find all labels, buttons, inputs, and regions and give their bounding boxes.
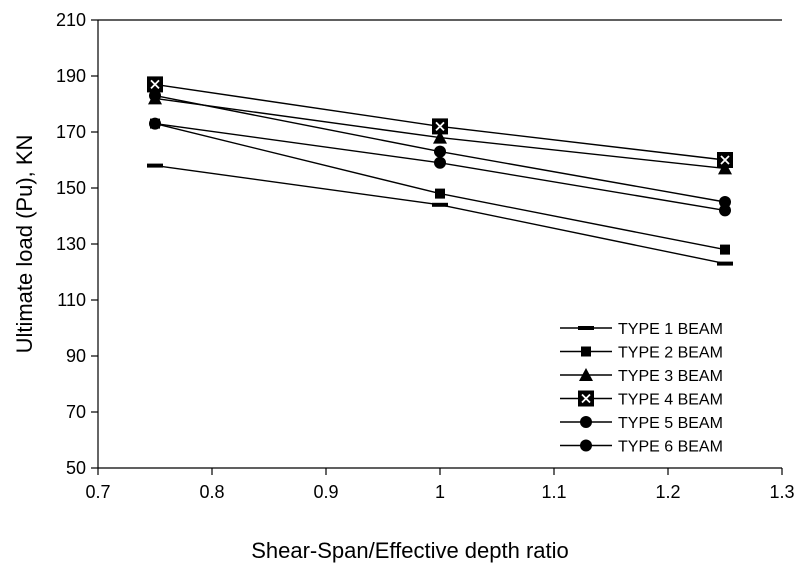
legend-item: TYPE 5 BEAM	[560, 415, 723, 432]
legend-marker	[578, 326, 594, 330]
legend-label: TYPE 6 BEAM	[618, 439, 723, 456]
legend-label: TYPE 3 BEAM	[618, 368, 723, 385]
legend-marker	[581, 346, 591, 357]
data-point	[434, 156, 446, 169]
series-layer	[147, 76, 733, 266]
legend-marker	[580, 416, 592, 428]
legend-marker	[580, 439, 592, 452]
legend-label: TYPE 2 BEAM	[618, 345, 723, 362]
y-tick-label: 110	[57, 290, 86, 310]
data-point	[149, 89, 161, 102]
data-point	[432, 118, 448, 135]
legend-item: TYPE 1 BEAM	[560, 321, 723, 338]
legend-label: TYPE 5 BEAM	[618, 415, 723, 432]
legend-marker	[578, 390, 594, 407]
data-point	[433, 130, 447, 144]
series-line	[154, 164, 726, 265]
data-point	[432, 202, 448, 207]
data-point	[717, 261, 733, 266]
legend-item: TYPE 6 BEAM	[560, 439, 723, 456]
data-point	[719, 204, 731, 217]
y-tick-label: 70	[66, 402, 86, 422]
data-point	[717, 152, 733, 168]
data-point	[147, 163, 163, 168]
legend: TYPE 1 BEAM TYPE 2 BEAM TYPE 3 BEAM TYPE 4 …	[560, 321, 723, 456]
x-tick-label: 0.9	[313, 482, 338, 502]
series-6	[149, 117, 731, 217]
data-point	[149, 117, 161, 130]
legend-item: TYPE 4 BEAM	[560, 390, 723, 409]
y-tick-label: 50	[66, 458, 86, 478]
y-tick-label: 130	[56, 234, 86, 254]
legend-item: TYPE 2 BEAM	[560, 345, 723, 362]
y-axis-title: Ultimate load (Pu), KN	[12, 135, 37, 354]
x-tick-label: 1.1	[541, 482, 566, 502]
x-tick-label: 0.8	[199, 482, 224, 502]
data-point	[720, 244, 730, 255]
y-tick-label: 210	[56, 10, 86, 30]
legend-label: TYPE 1 BEAM	[618, 321, 723, 338]
legend-label: TYPE 4 BEAM	[618, 392, 723, 409]
x-axis-title: Shear-Span/Effective depth ratio	[251, 538, 569, 563]
data-point	[719, 196, 731, 208]
y-tick-label: 170	[56, 122, 86, 142]
y-tick-label: 150	[56, 178, 86, 198]
x-tick-label: 1	[435, 482, 445, 502]
data-point	[435, 188, 445, 199]
series-4	[147, 76, 733, 168]
x-tick-label: 0.7	[85, 482, 110, 502]
y-tick-label: 90	[66, 346, 86, 366]
data-point	[147, 76, 163, 93]
y-ticks: 50 70 90 110 130 150 170 190 210	[56, 10, 98, 478]
x-tick-label: 1.3	[769, 482, 794, 502]
x-ticks: 0.7 0.8 0.9 1 1.1 1.2 1.3	[85, 468, 795, 502]
x-tick-label: 1.2	[655, 482, 680, 502]
y-tick-label: 190	[56, 66, 86, 86]
data-point	[434, 145, 446, 158]
series-1	[147, 163, 733, 266]
legend-marker	[579, 368, 593, 381]
legend-item: TYPE 3 BEAM	[560, 368, 723, 385]
series-5	[149, 89, 731, 208]
